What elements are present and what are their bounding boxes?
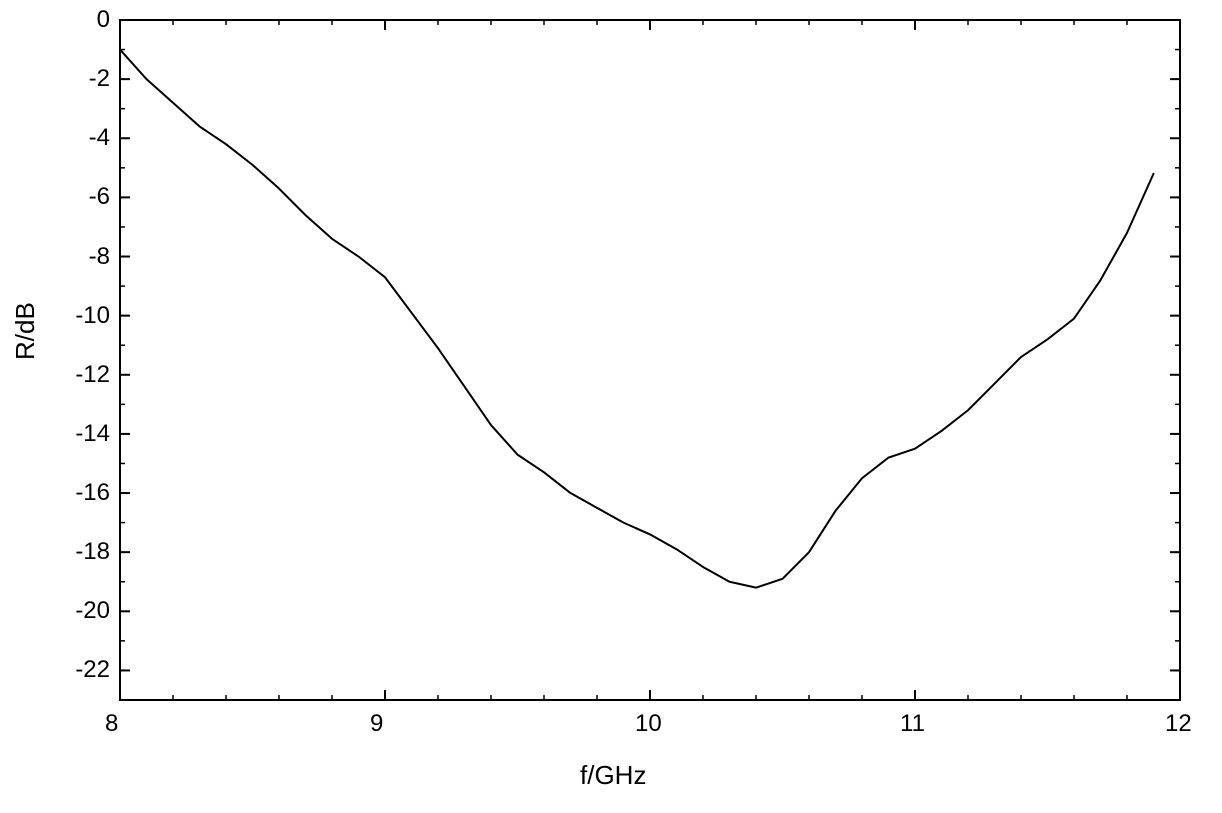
y-tick-label: 0 [97,6,110,34]
chart-container: R/dB f/GHz 8 9 10 11 12 0 -2 -4 -6 -8 -10 -12 -14 -1… [0,0,1222,813]
y-tick-label: -12 [75,361,110,389]
plot-frame [120,20,1180,700]
y-axis-label: R/dB [10,302,41,360]
x-axis-label: f/GHz [580,760,646,791]
y-tick-label: -2 [89,65,110,93]
chart-svg [0,0,1222,813]
x-tick-label: 12 [1165,710,1192,738]
y-tick-label: -22 [75,656,110,684]
data-line [120,50,1154,588]
x-axis-label-text: f/GHz [580,760,646,790]
x-tick-label: 9 [370,710,383,738]
y-tick-label: -20 [75,597,110,625]
x-tick-label: 10 [635,710,662,738]
x-tick-label: 11 [900,710,925,738]
y-tick-label: -6 [89,183,110,211]
y-tick-label: -4 [89,124,110,152]
y-tick-label: -14 [75,420,110,448]
x-tick-label: 8 [105,710,118,738]
y-axis-label-text: R/dB [10,302,40,360]
y-tick-label: -16 [75,479,110,507]
y-tick-label: -8 [89,243,110,271]
y-tick-label: -18 [75,538,110,566]
y-tick-label: -10 [75,302,110,330]
